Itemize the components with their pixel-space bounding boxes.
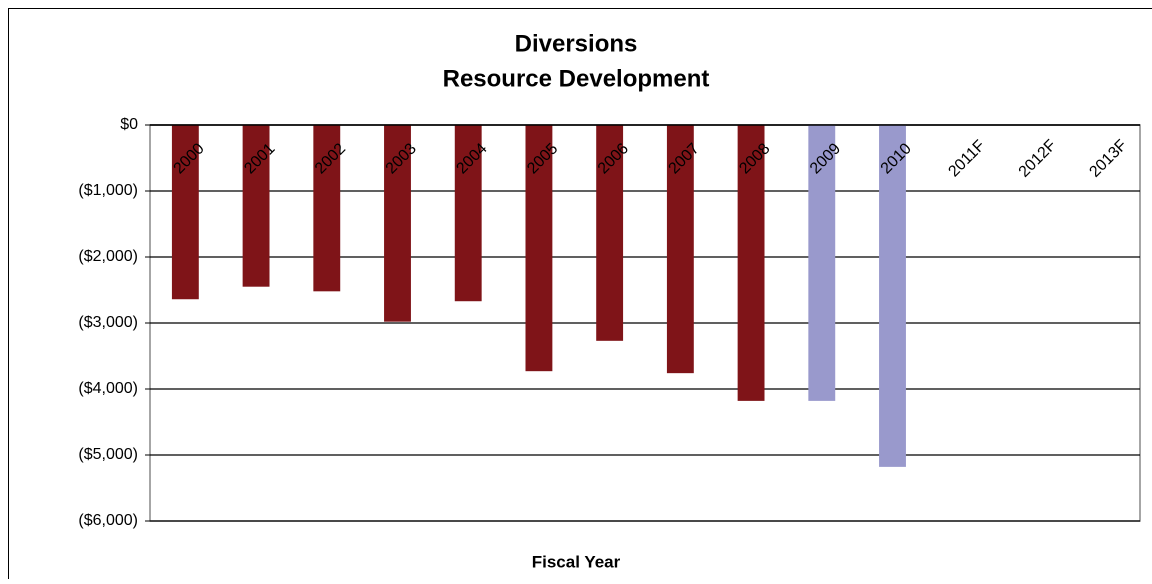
y-tick-label: ($6,000) xyxy=(78,512,138,529)
y-tick-label: ($1,000) xyxy=(78,182,138,199)
y-tick-label: ($2,000) xyxy=(78,248,138,265)
y-tick-label: $0 xyxy=(120,116,138,133)
chart-subtitle: Resource Development xyxy=(443,65,710,92)
y-tick-label: ($5,000) xyxy=(78,446,138,463)
x-axis-title: Fiscal Year xyxy=(532,552,621,571)
y-tick-label: ($4,000) xyxy=(78,380,138,397)
bar xyxy=(879,125,906,467)
chart-title: Diversions xyxy=(515,30,638,57)
y-tick-label: ($3,000) xyxy=(78,314,138,331)
